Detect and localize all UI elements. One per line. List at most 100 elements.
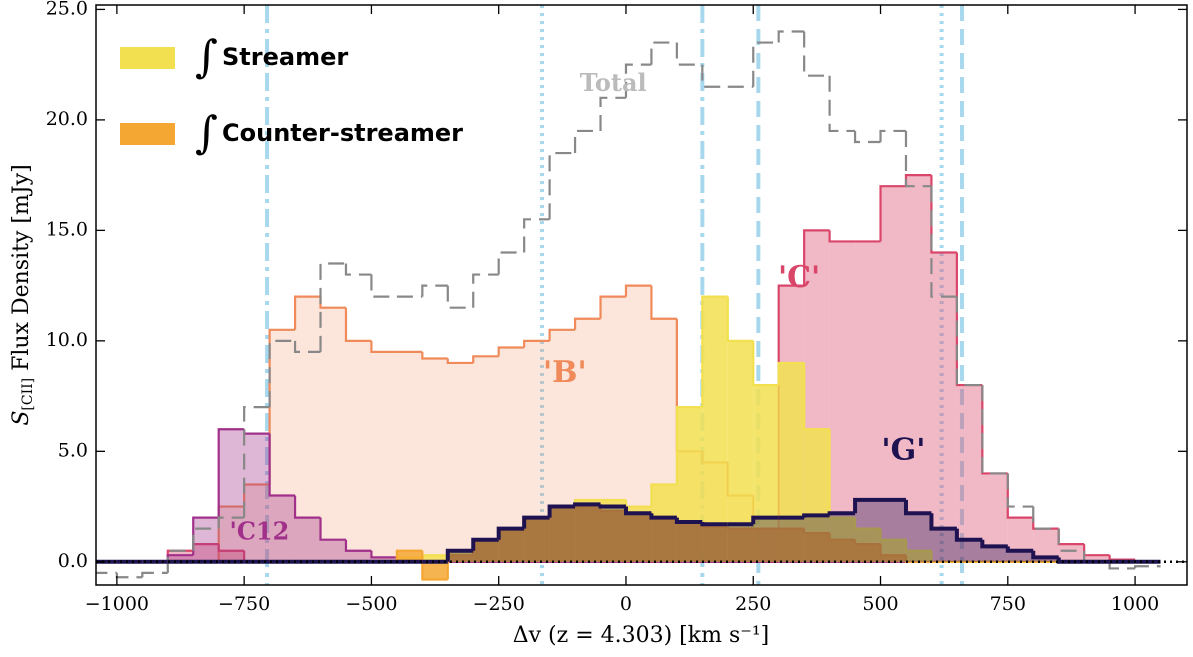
bin-step: [930, 186, 957, 298]
bin-step: [523, 339, 550, 348]
x-tick-label: −1000: [85, 593, 149, 615]
bin-step: [1031, 550, 1059, 560]
y-tick-label: 15.0: [46, 218, 88, 240]
bin-fill: [295, 517, 321, 562]
bin-fill: [804, 533, 830, 562]
bin-fill: [575, 506, 601, 562]
bin-fill: [880, 499, 906, 562]
series-label: Total: [580, 68, 647, 97]
bin-step: [828, 429, 856, 519]
axes-frame: [95, 4, 1188, 586]
bin-fill: [498, 528, 525, 562]
bin-step: [1006, 473, 1034, 519]
bin-fill: [167, 550, 194, 562]
bin-step: [853, 130, 881, 144]
series-label: 'C12: [229, 517, 289, 546]
bin-fill: [651, 517, 677, 562]
bin-step: [981, 385, 1008, 475]
bin-step: [522, 515, 550, 529]
bin-step: [599, 295, 626, 319]
bin-step: [268, 328, 296, 485]
bin-step: [1108, 561, 1136, 570]
bin-fill: [345, 340, 372, 562]
bin-step: [497, 251, 525, 275]
bin-step: [217, 516, 245, 529]
bin-fill: [625, 513, 652, 562]
x-axis-label: Δv (z = 4.303) [km s⁻¹]: [513, 623, 770, 648]
bin-fill: [193, 517, 219, 562]
bin-step: [395, 549, 423, 562]
bin-step: [650, 285, 677, 320]
bin-fill: [829, 539, 856, 562]
bin-step: [803, 362, 830, 431]
y-label-subscript: [CII]: [20, 378, 36, 411]
bin-fill: [982, 546, 1008, 562]
bin-step: [370, 274, 397, 298]
bin-fill: [345, 550, 372, 562]
bin-step: [344, 539, 372, 552]
bin-step: [828, 75, 856, 133]
bin-step: [370, 550, 397, 559]
bin-fill: [855, 241, 881, 562]
bin-step: [268, 339, 296, 408]
bin-fill: [473, 539, 499, 562]
bin-fill: [193, 544, 219, 562]
bin-step: [496, 526, 525, 540]
bin-fill: [320, 307, 346, 562]
bin-step: [573, 129, 601, 154]
bin-step: [701, 64, 728, 88]
bin-step: [828, 533, 856, 541]
bin-step: [319, 517, 346, 541]
bin-fill: [473, 356, 499, 562]
bin-step: [624, 284, 652, 297]
bin-step: [827, 511, 856, 516]
bin-fill: [727, 528, 754, 562]
bin-step: [981, 385, 1008, 475]
bin-fill: [702, 296, 728, 562]
bin-step: [421, 351, 448, 360]
bin-fill: [956, 539, 983, 562]
bin-step: [803, 31, 830, 77]
bin-step: [446, 285, 474, 309]
bin-step: [548, 151, 576, 220]
bin-fill: [371, 351, 397, 562]
bin-fill: [931, 528, 957, 562]
bin-fill: [447, 555, 474, 562]
bin-step: [547, 504, 576, 518]
bin-step: [319, 262, 346, 352]
bin-step: [1083, 544, 1110, 557]
x-tick-label: 750: [990, 593, 1026, 615]
bin-fill: [702, 526, 728, 562]
bin-fill: [625, 513, 652, 562]
bin-fill: [880, 555, 906, 562]
bin-fill: [422, 561, 448, 580]
bin-step: [904, 130, 932, 188]
y-tick-label: 25.0: [46, 0, 88, 19]
bin-step: [726, 296, 754, 342]
bin-step: [675, 406, 703, 485]
x-tick-label: −500: [345, 593, 397, 615]
x-tick-label: 500: [862, 593, 898, 615]
bin-fill: [269, 495, 296, 562]
bin-step: [1057, 528, 1085, 552]
bin-fill: [778, 517, 805, 562]
bin-step: [752, 340, 779, 387]
legend-symbol: ∫: [195, 32, 218, 83]
bin-fill: [905, 513, 932, 562]
bin-fill: [549, 506, 576, 562]
bin-fill: [855, 544, 881, 562]
bin-fill: [524, 517, 550, 562]
bin-fill: [320, 539, 346, 562]
bin-step: [903, 499, 932, 516]
bin-step: [879, 544, 906, 557]
series-label: 'C': [778, 260, 820, 295]
bin-fill: [549, 506, 576, 562]
bin-step: [573, 317, 601, 330]
bin-fill: [422, 555, 448, 562]
bin-step: [649, 513, 677, 520]
bin-step: [701, 295, 728, 408]
bin-step: [752, 41, 779, 87]
bin-step: [115, 572, 143, 579]
bin-fill: [447, 362, 474, 562]
bin-step: [344, 307, 372, 342]
